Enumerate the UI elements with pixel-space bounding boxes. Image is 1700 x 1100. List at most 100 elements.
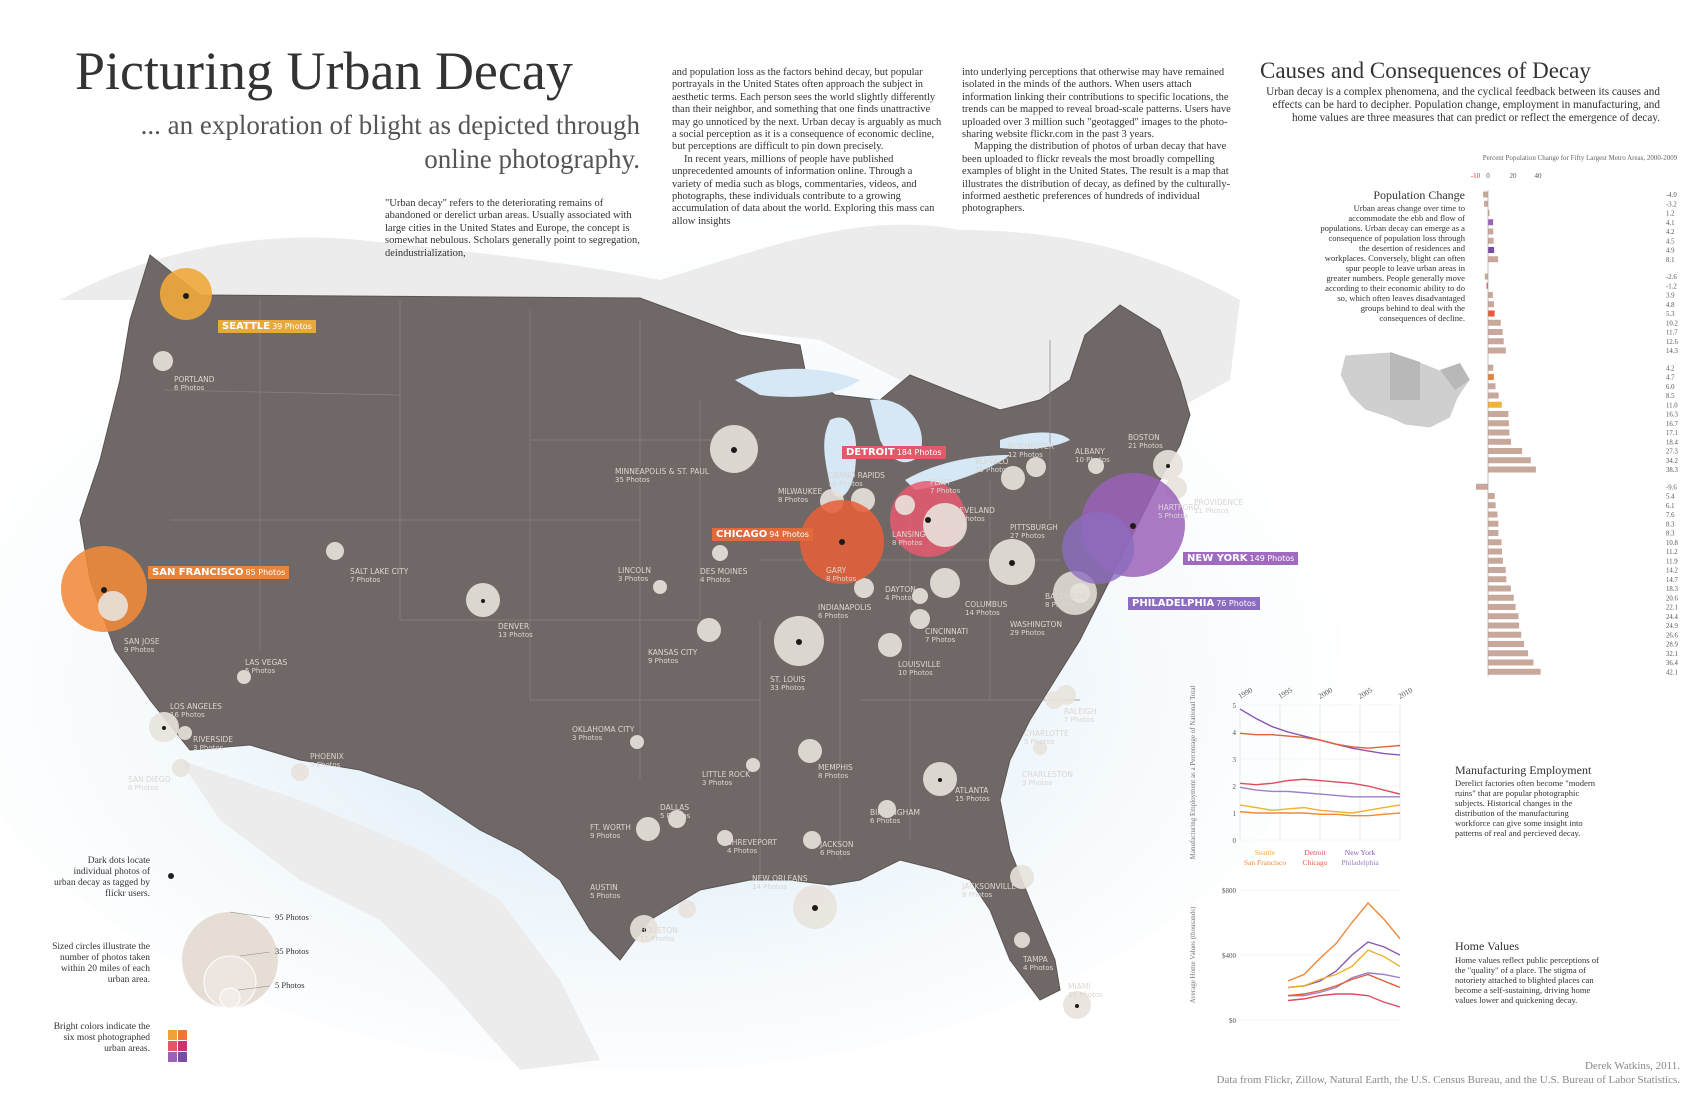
legend-size-35: 35 Photos <box>275 946 309 956</box>
jacksonville-circle <box>1010 865 1034 889</box>
city-label-houston: HOUSTON 11 Photos <box>640 926 678 944</box>
home-values-text: Home values reflect public perceptions o… <box>1455 955 1599 1005</box>
city-name: BOSTON <box>1128 433 1160 442</box>
legend-entry: San Francisco <box>1244 858 1287 867</box>
pop-value-label: 3.9 <box>1666 293 1675 300</box>
x-tick-label: 2000 <box>1317 685 1335 700</box>
city-label-las-vegas: LAS VEGAS 5 Photos <box>245 658 287 676</box>
city-name: CHARLOTTE <box>1024 729 1069 738</box>
pop-value-label: 42.1 <box>1666 669 1678 676</box>
city-name: INDIANAPOLIS <box>818 603 872 612</box>
city-name: GRAND RAPIDS <box>828 471 885 480</box>
color-swatch <box>178 1030 187 1040</box>
city-count: 10 Photos <box>828 480 863 488</box>
series-line-chicago <box>1239 732 1401 749</box>
city-name: TAMPA <box>1023 955 1048 964</box>
pop-value-label: 18.4 <box>1666 439 1678 446</box>
pop-bar <box>1488 511 1498 518</box>
city-count: 8 Photos <box>778 496 809 504</box>
city-label-miami: MIAMI 10 Photos <box>1068 982 1103 1000</box>
pop-value-label: 16.7 <box>1666 421 1678 428</box>
city-label-boston: BOSTON 21 Photos <box>1128 433 1163 451</box>
pop-value-label: 34.2 <box>1666 458 1678 465</box>
population-title: Population Change <box>1373 188 1465 202</box>
pop-value-label: 11.0 <box>1666 402 1678 409</box>
city-name: PITTSBURGH <box>1010 523 1058 532</box>
city-count: 3 Photos <box>193 744 224 752</box>
city-label-louisville: LOUISVILLE 10 Photos <box>898 660 941 678</box>
city-count: 9 Photos <box>124 646 155 654</box>
city-name: DAYTON <box>885 585 916 594</box>
city-label-gary: GARY 8 Photos <box>826 566 856 584</box>
pop-region-label: WEST <box>1470 407 1472 430</box>
city-name: PORTLAND <box>174 375 215 384</box>
pop-value-label: 28.9 <box>1666 642 1678 649</box>
city-count: 7 Photos <box>930 487 961 495</box>
pop-value-label: 4.2 <box>1666 229 1675 236</box>
city-label-portland: PORTLAND 6 Photos <box>174 375 215 393</box>
pop-bar <box>1488 604 1516 610</box>
city-name: MINNEAPOLIS & ST. PAUL <box>615 467 710 476</box>
y-tick-label: $0 <box>1229 1017 1237 1025</box>
legend-entry: Philadelphia <box>1341 858 1379 867</box>
city-count: 11 Photos <box>1194 507 1229 515</box>
city-label-chicago: CHICAGO 94 Photos <box>712 528 813 541</box>
city-label-indianapolis: INDIANAPOLIS 6 Photos <box>818 603 871 621</box>
little-rock-circle <box>746 758 760 772</box>
city-label-lincoln: LINCOLN 3 Photos <box>618 566 651 584</box>
city-count: 5 Photos <box>590 892 621 900</box>
page-subtitle: ... an exploration of blight as depicted… <box>140 110 640 174</box>
city-name: JACKSON <box>820 840 854 849</box>
city-count: 15 Photos <box>955 795 990 803</box>
city-label-baltimore: BALTIMORE 8 Photos <box>1045 592 1088 610</box>
city-count: 15 Photos <box>975 466 1010 474</box>
city-name: SAN JOSE <box>124 637 160 646</box>
pop-value-label: 4.1 <box>1666 220 1675 227</box>
side-title: Causes and Consequences of Decay <box>1260 58 1591 83</box>
city-label-san-francisco: SAN FRANCISCO 85 Photos <box>148 566 290 579</box>
cincinnati-circle <box>910 609 930 629</box>
tampa-circle <box>1014 932 1030 948</box>
series-line-seattle <box>1287 949 1401 989</box>
population-chart: Percent Population Change for Fifty Larg… <box>1470 154 1678 677</box>
city-count: 8 Photos <box>818 772 849 780</box>
pop-bar <box>1488 338 1504 345</box>
pop-axis-tick: 20 <box>1510 172 1518 180</box>
city-name: DALLAS <box>660 803 690 812</box>
ft-worth-circle <box>636 817 660 841</box>
lake-superior <box>735 368 860 397</box>
series-line-philadelphia <box>1239 786 1400 798</box>
city-label-austin: AUSTIN 5 Photos <box>590 883 620 901</box>
x-tick-label: 1995 <box>1277 685 1295 700</box>
city-count: 6 Photos <box>818 612 849 620</box>
y-tick-label: 4 <box>1233 729 1237 737</box>
pop-bar <box>1488 548 1502 555</box>
charleston-circle <box>1033 741 1047 755</box>
city-label-new-orleans: NEW ORLEANS 24 Photos <box>752 874 808 892</box>
city-name: RIVERSIDE <box>193 735 233 744</box>
pop-value-label: 18.3 <box>1666 586 1678 593</box>
dallas-circle <box>668 810 686 828</box>
pop-region-label: NORTHEAST <box>1470 202 1472 252</box>
city-name: DES MOINES <box>700 567 748 576</box>
pop-axis-tick: -10 <box>1471 172 1481 180</box>
city-label-charlotte: CHARLOTTE 5 Photos <box>1024 729 1069 747</box>
legend-colors-text: Bright colors indicate the six most phot… <box>53 1022 150 1054</box>
city-count: 8 Photos <box>962 891 993 899</box>
pop-bar <box>1488 520 1499 527</box>
pop-value-label: 16.3 <box>1666 412 1678 419</box>
city-name: NEW YORK <box>1187 553 1248 564</box>
lake-ontario <box>1000 432 1070 450</box>
albany-circle <box>1088 458 1104 474</box>
pop-bar <box>1488 530 1499 536</box>
riverside-circle <box>178 726 192 740</box>
city-label-grand-rapids: GRAND RAPIDS 10 Photos <box>828 471 885 489</box>
city-label-new-york: NEW YORK 149 Photos <box>1183 552 1299 565</box>
pop-chart-title: Percent Population Change for Fifty Larg… <box>1483 154 1678 162</box>
city-count: 13 Photos <box>498 631 533 639</box>
city-label-lansing: LANSING 8 Photos <box>892 530 926 548</box>
city-name: AUSTIN <box>590 883 618 892</box>
city-name: PROVIDENCE <box>1194 498 1243 507</box>
pop-region-label: SOUTH <box>1470 565 1472 593</box>
